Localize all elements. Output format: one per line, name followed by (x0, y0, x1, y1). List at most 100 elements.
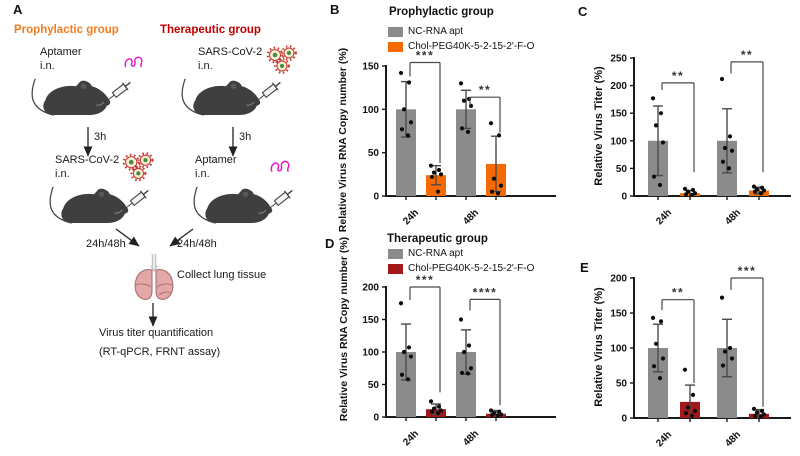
data-point (431, 406, 437, 411)
lungs-icon (134, 253, 174, 301)
panel-a-diagram (31, 45, 297, 327)
data-point (438, 172, 444, 177)
data-point (651, 174, 657, 179)
y-tick-label: 50 (368, 148, 380, 159)
y-tick-label: 100 (610, 344, 627, 355)
x-tick-label: 48h (461, 428, 481, 448)
chart-d-legend-nc: NC-RNA apt (388, 248, 463, 259)
significance-label: *** (416, 49, 435, 63)
legend-label-nc: NC-RNA apt (408, 26, 464, 37)
panel-label-d: D (325, 236, 335, 251)
bar-b-s1-c0 (426, 175, 446, 196)
data-point (653, 123, 659, 128)
data-point (406, 80, 412, 85)
data-point (458, 81, 464, 86)
data-point (435, 189, 441, 194)
data-point (651, 364, 657, 369)
legend-label-nc: NC-RNA apt (408, 248, 464, 259)
data-point (729, 148, 735, 153)
prophylactic-group-title: Prophylactic group (14, 24, 119, 36)
x-tick-label: 48h (723, 429, 743, 449)
data-point (489, 412, 495, 418)
therapeutic-step1-label: SARS-CoV-2 (198, 46, 263, 58)
y-tick-label: 0 (373, 192, 379, 203)
y-tick-label: 100 (362, 105, 379, 116)
data-point (722, 145, 728, 151)
x-tick-label: 24h (401, 207, 421, 227)
data-point (496, 133, 502, 138)
sars-cov-2-virus-icon (266, 45, 297, 74)
data-point (468, 366, 474, 371)
data-point (653, 341, 659, 346)
interval-label-left: 3h (94, 131, 107, 143)
data-point (650, 96, 656, 101)
data-point (660, 356, 666, 361)
data-point (690, 392, 696, 397)
data-point (429, 409, 435, 414)
y-tick-label: 50 (616, 164, 628, 175)
x-tick-label: 24h (654, 429, 674, 449)
y-tick-label: 150 (362, 315, 379, 326)
data-point (495, 191, 501, 196)
therapeutic-step2-label: Aptamer (195, 154, 237, 166)
data-point (401, 349, 407, 355)
data-point (488, 121, 494, 126)
prophylactic-step1-route: i.n. (40, 60, 55, 72)
bar-d-s0-c0 (396, 352, 416, 417)
mouse-prophylactic-step2 (49, 186, 153, 224)
data-point (761, 188, 767, 193)
y-tick-label: 0 (373, 413, 379, 424)
data-point (690, 187, 696, 193)
y-tick-label: 0 (621, 414, 627, 425)
data-point (408, 354, 414, 359)
mouse-prophylactic-step1 (31, 78, 135, 116)
therapeutic-step1-route: i.n. (198, 60, 213, 72)
y-tick-label: 100 (362, 348, 379, 359)
data-point (729, 356, 735, 361)
x-tick-label: 24h (401, 428, 421, 448)
data-point (495, 413, 501, 418)
data-point (458, 317, 464, 322)
data-point (459, 126, 465, 131)
chart-b-legend-nc: NC-RNA apt (388, 26, 463, 37)
data-point (491, 176, 497, 181)
data-point (689, 413, 695, 418)
data-point (465, 129, 471, 134)
data-point (461, 98, 467, 103)
harvest-time-left: 24h/48h (86, 238, 126, 250)
prophylactic-step2-label: SARS-CoV-2 (55, 154, 120, 166)
chart-c-plot: 0 50 100 150 200 250 24h 48h ** ** (610, 48, 791, 227)
data-point (683, 411, 689, 416)
data-point (658, 319, 664, 324)
data-point (726, 166, 732, 171)
legend-label-chol: Chol-PEG40K-5-2-15-2'-F-O (408, 41, 535, 52)
significance-label: *** (416, 273, 435, 287)
panel-label-e: E (580, 260, 589, 275)
data-point (401, 107, 407, 112)
data-point (720, 159, 726, 164)
data-point (727, 345, 733, 351)
y-tick-label: 0 (621, 192, 627, 203)
data-point (692, 408, 698, 414)
y-tick-label: 250 (610, 54, 627, 65)
mouse-therapeutic-step1 (181, 78, 285, 116)
data-point (465, 371, 471, 376)
data-point (399, 127, 405, 132)
data-point (431, 170, 437, 175)
data-point (438, 408, 444, 413)
data-point (399, 372, 405, 377)
data-point (689, 192, 695, 197)
data-point (408, 120, 414, 125)
data-point (429, 174, 435, 180)
quantification-line1: Virus titer quantification (99, 327, 214, 339)
interval-label-right: 3h (239, 131, 252, 143)
mouse-therapeutic-step2 (193, 186, 297, 224)
data-point (405, 377, 411, 382)
data-point (751, 406, 757, 411)
panel-label-c: C (578, 4, 588, 19)
legend-label-chol: Chol-PEG40K-5-2-15-2'-F-O (408, 263, 535, 274)
data-point (405, 133, 411, 138)
